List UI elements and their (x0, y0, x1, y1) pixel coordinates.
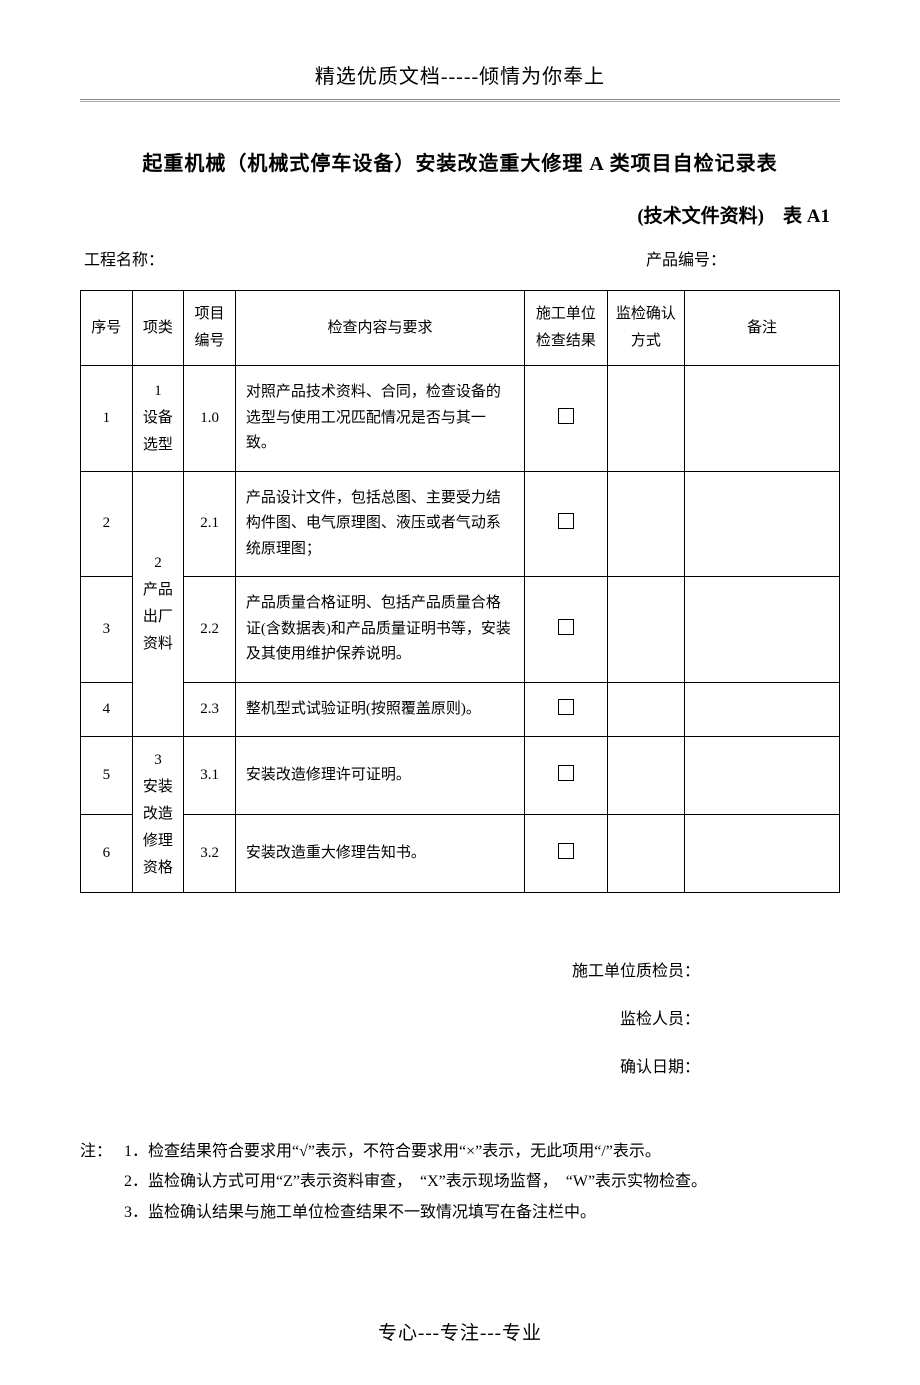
cell-remark (685, 577, 840, 683)
subtitle-row: (技术文件资料) 表 A1 (80, 201, 840, 228)
cell-result (525, 366, 608, 472)
cell-seq: 4 (81, 682, 133, 737)
cell-item-no: 2.3 (184, 682, 236, 737)
cell-seq: 6 (81, 815, 133, 893)
cell-item-no: 2.1 (184, 471, 236, 577)
cell-seq: 3 (81, 577, 133, 683)
product-no-label: 产品编号： (646, 246, 726, 270)
table-row: 6 3.2安装改造重大修理告知书。 (81, 815, 840, 893)
table-header-row: 序号 项类 项目编号 检查内容与要求 施工单位检查结果 监检确认方式 备注 (81, 291, 840, 366)
cell-confirm (607, 682, 684, 737)
signature-inspector: 施工单位质检员： (80, 948, 700, 996)
notes-text: 1．检查结果符合要求用“√”表示，不符合要求用“×”表示，无此项用“/”表示。 (124, 1143, 661, 1160)
page-header-text: 精选优质文档-----倾情为你奉上 (80, 60, 840, 89)
page-footer-text: 专心---专注---专业 (80, 1318, 840, 1345)
header-remark: 备注 (685, 291, 840, 366)
notes-label: 注： (80, 1137, 124, 1167)
table-row: 11设备选型1.0对照产品技术资料、合同，检查设备的选型与使用工况匹配情况是否与… (81, 366, 840, 472)
notes-section: 注：1．检查结果符合要求用“√”表示，不符合要求用“×”表示，无此项用“/”表示… (80, 1137, 840, 1228)
header-item-no: 项目编号 (184, 291, 236, 366)
cell-remark (685, 737, 840, 815)
cell-result (525, 471, 608, 577)
table-row: 53安装改造修理资格3.1安装改造修理许可证明。 (81, 737, 840, 815)
cell-result (525, 815, 608, 893)
cell-remark (685, 682, 840, 737)
cell-content: 产品设计文件，包括总图、主要受力结构件图、电气原理图、液压或者气动系统原理图； (235, 471, 524, 577)
cell-seq: 2 (81, 471, 133, 577)
table-row: 22产品出厂资料2.1产品设计文件，包括总图、主要受力结构件图、电气原理图、液压… (81, 471, 840, 577)
table-row: 4 2.3整机型式试验证明(按照覆盖原则)。 (81, 682, 840, 737)
header-confirm: 监检确认方式 (607, 291, 684, 366)
cell-result (525, 737, 608, 815)
cell-confirm (607, 471, 684, 577)
checkbox-icon[interactable] (558, 843, 574, 859)
cell-result (525, 577, 608, 683)
header-seq: 序号 (81, 291, 133, 366)
signature-supervisor: 监检人员： (80, 996, 700, 1044)
cell-confirm (607, 577, 684, 683)
notes-line: 注：1．检查结果符合要求用“√”表示，不符合要求用“×”表示，无此项用“/”表示… (80, 1137, 840, 1167)
checkbox-icon[interactable] (558, 619, 574, 635)
checkbox-icon[interactable] (558, 408, 574, 424)
notes-line: 2．监检确认方式可用“Z”表示资料审查， “X”表示现场监督， “W”表示实物检… (80, 1167, 840, 1197)
cell-result (525, 682, 608, 737)
cell-category: 2产品出厂资料 (132, 471, 184, 737)
inspection-table: 序号 项类 项目编号 检查内容与要求 施工单位检查结果 监检确认方式 备注 11… (80, 290, 840, 893)
cell-seq: 5 (81, 737, 133, 815)
cell-confirm (607, 737, 684, 815)
cell-remark (685, 366, 840, 472)
subtitle-text: (技术文件资料) 表 A1 (637, 201, 830, 228)
project-name-label: 工程名称： (84, 246, 164, 270)
header-divider (80, 99, 840, 102)
cell-content: 安装改造修理许可证明。 (235, 737, 524, 815)
cell-category: 3安装改造修理资格 (132, 737, 184, 893)
signature-block: 施工单位质检员： 监检人员： 确认日期： (80, 948, 840, 1092)
cell-content: 整机型式试验证明(按照覆盖原则)。 (235, 682, 524, 737)
cell-category: 1设备选型 (132, 366, 184, 472)
header-content: 检查内容与要求 (235, 291, 524, 366)
meta-row: 工程名称： 产品编号： (80, 246, 840, 270)
cell-seq: 1 (81, 366, 133, 472)
checkbox-icon[interactable] (558, 765, 574, 781)
header-result: 施工单位检查结果 (525, 291, 608, 366)
signature-date: 确认日期： (80, 1044, 700, 1092)
cell-content: 产品质量合格证明、包括产品质量合格证(含数据表)和产品质量证明书等，安装及其使用… (235, 577, 524, 683)
table-row: 3 2.2产品质量合格证明、包括产品质量合格证(含数据表)和产品质量证明书等，安装… (81, 577, 840, 683)
cell-item-no: 1.0 (184, 366, 236, 472)
cell-item-no: 3.1 (184, 737, 236, 815)
cell-content: 安装改造重大修理告知书。 (235, 815, 524, 893)
checkbox-icon[interactable] (558, 699, 574, 715)
cell-remark (685, 471, 840, 577)
header-category: 项类 (132, 291, 184, 366)
checkbox-icon[interactable] (558, 513, 574, 529)
cell-item-no: 3.2 (184, 815, 236, 893)
cell-remark (685, 815, 840, 893)
cell-item-no: 2.2 (184, 577, 236, 683)
notes-line: 3．监检确认结果与施工单位检查结果不一致情况填写在备注栏中。 (80, 1198, 840, 1228)
cell-content: 对照产品技术资料、合同，检查设备的选型与使用工况匹配情况是否与其一致。 (235, 366, 524, 472)
document-title: 起重机械（机械式停车设备）安装改造重大修理 A 类项目自检记录表 (80, 147, 840, 176)
cell-confirm (607, 815, 684, 893)
cell-confirm (607, 366, 684, 472)
